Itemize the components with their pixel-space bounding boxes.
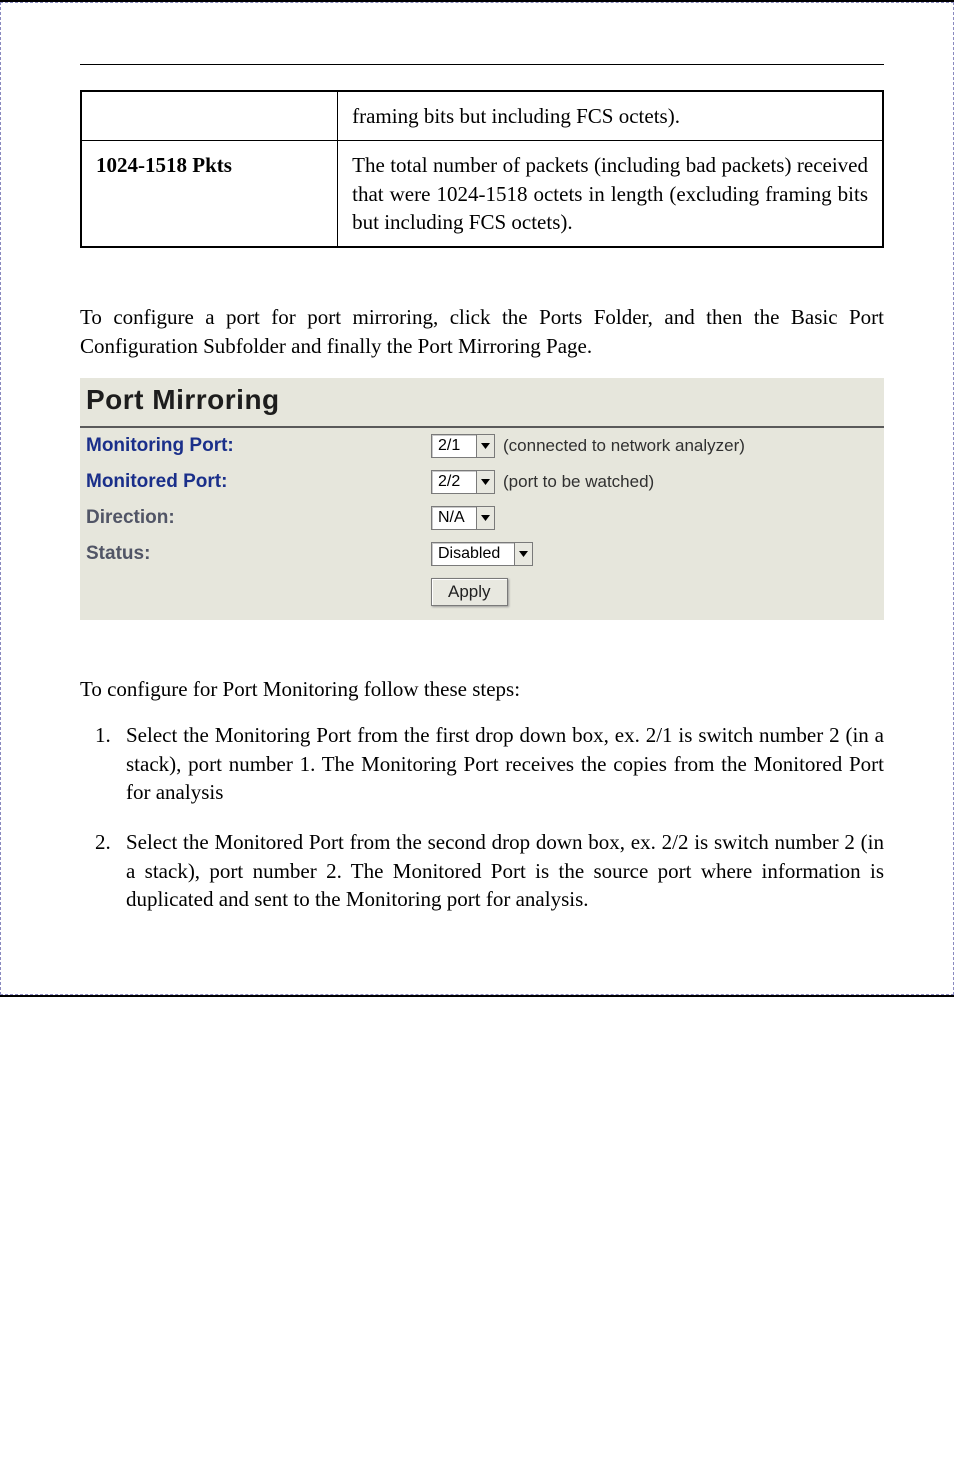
hint-monitoring: (connected to network analyzer): [503, 436, 745, 456]
panel-title: Port Mirroring: [80, 378, 884, 428]
def-label-empty: [81, 91, 338, 141]
label-direction: Direction:: [86, 507, 431, 529]
row-monitoring-port: Monitoring Port: 2/1 (connected to netwo…: [80, 428, 884, 464]
row-monitored-port: Monitored Port: 2/2 (port to be watched): [80, 464, 884, 500]
def-desc-1024: The total number of packets (including b…: [338, 141, 883, 248]
select-status-value: Disabled: [438, 545, 510, 563]
select-direction[interactable]: N/A: [431, 506, 495, 530]
def-desc-framing: framing bits but including FCS octets).: [338, 91, 883, 141]
apply-button[interactable]: Apply: [431, 578, 508, 606]
chevron-down-icon[interactable]: [476, 435, 494, 457]
select-monitored-port[interactable]: 2/2: [431, 470, 495, 494]
step-2: Select the Monitored Port from the secon…: [116, 828, 884, 913]
row-apply: Apply: [80, 572, 884, 612]
def-label-1024: 1024-1518 Pkts: [81, 141, 338, 248]
select-monitoring-value: 2/1: [438, 437, 472, 455]
select-monitored-value: 2/2: [438, 473, 472, 491]
steps-intro: To configure for Port Monitoring follow …: [80, 675, 884, 703]
select-status[interactable]: Disabled: [431, 542, 533, 566]
hint-monitored: (port to be watched): [503, 472, 654, 492]
chevron-down-icon[interactable]: [514, 543, 532, 565]
select-monitoring-port[interactable]: 2/1: [431, 434, 495, 458]
label-monitoring-port: Monitoring Port:: [86, 435, 431, 457]
chevron-down-icon[interactable]: [476, 471, 494, 493]
row-status: Status: Disabled: [80, 536, 884, 572]
label-status: Status:: [86, 543, 431, 565]
definitions-table: framing bits but including FCS octets). …: [80, 90, 884, 248]
steps-list: Select the Monitoring Port from the firs…: [80, 721, 884, 913]
label-monitored-port: Monitored Port:: [86, 471, 431, 493]
chevron-down-icon[interactable]: [476, 507, 494, 529]
step-1: Select the Monitoring Port from the firs…: [116, 721, 884, 806]
select-direction-value: N/A: [438, 509, 472, 527]
port-mirroring-panel: Port Mirroring Monitoring Port: 2/1 (con…: [80, 378, 884, 620]
intro-paragraph: To configure a port for port mirroring, …: [80, 303, 884, 360]
row-direction: Direction: N/A: [80, 500, 884, 536]
